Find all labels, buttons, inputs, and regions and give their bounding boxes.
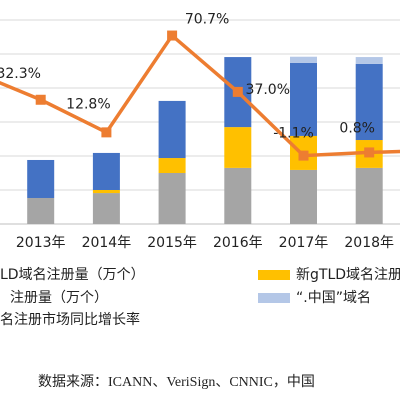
- bar-segment: [92, 190, 120, 194]
- legend-label: “.中国”域名: [296, 290, 371, 306]
- legend-swatch: [258, 270, 290, 280]
- bar-segment: [355, 167, 383, 224]
- x-tick-label: 2013年: [16, 235, 66, 251]
- bar-segment: [224, 167, 252, 224]
- bar-segment: [355, 63, 383, 141]
- data-label: 70.7%: [185, 12, 229, 28]
- legend-label: 名注册市场同比增长率: [0, 311, 140, 328]
- data-label: 12.8%: [66, 96, 110, 112]
- bar-segment: [290, 56, 317, 63]
- line-marker: [35, 94, 46, 105]
- x-tick-label: 2017年: [279, 235, 329, 251]
- x-tick-label: 2015年: [147, 235, 197, 251]
- growth-line: [0, 32, 400, 158]
- line-marker: [101, 127, 112, 138]
- bar-segment: [290, 169, 317, 224]
- line-marker: [364, 147, 375, 158]
- bar-segment: [27, 159, 55, 198]
- line-marker: [167, 30, 178, 41]
- bar-segment: [27, 197, 55, 224]
- bar-segment: [290, 62, 317, 136]
- source-note: 数据来源：ICANN、VeriSign、CNNIC，中国: [38, 374, 315, 390]
- data-label: 37.0%: [246, 82, 290, 98]
- bar-segment: [158, 100, 186, 159]
- bar-segment: [158, 158, 186, 173]
- x-tick-label: 2018年: [344, 235, 394, 251]
- x-tick-label: 2016年: [213, 235, 263, 251]
- legend-label: LD域名注册量（万个）: [0, 267, 145, 283]
- legend-swatch: [258, 293, 290, 303]
- bar-segment: [92, 152, 120, 190]
- bar-segment: [158, 173, 186, 224]
- data-label: 32.3%: [0, 66, 41, 82]
- data-label: 0.8%: [339, 120, 375, 136]
- legend-label: 注册量（万个）: [10, 290, 108, 306]
- line-marker: [232, 86, 243, 97]
- legend-label: 新gTLD域名注册: [296, 267, 400, 283]
- bar-segment: [224, 127, 252, 168]
- data-label: -1.1%: [273, 126, 314, 142]
- bar-segment: [92, 193, 120, 224]
- line-marker: [298, 150, 309, 161]
- bar-segment: [355, 57, 383, 64]
- x-tick-label: 2014年: [82, 235, 132, 251]
